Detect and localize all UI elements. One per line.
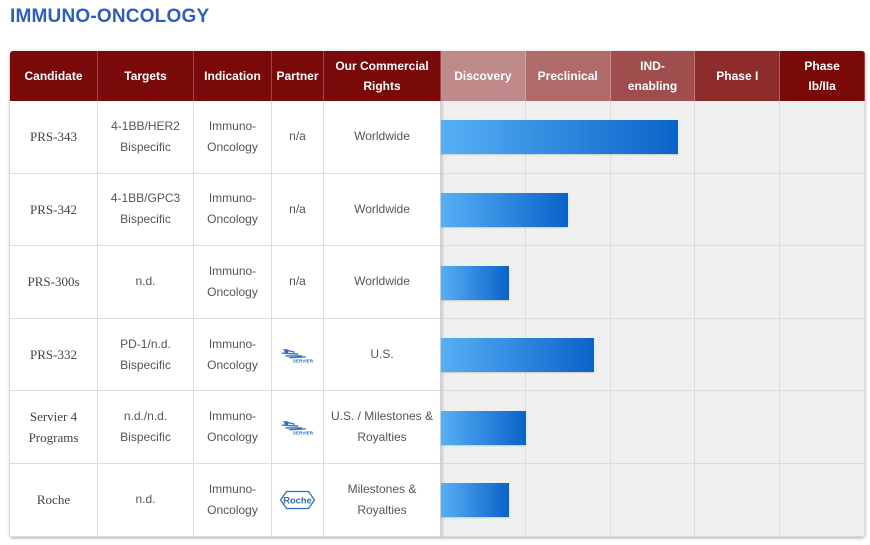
partner-cell-text: n/a <box>289 274 306 289</box>
progress-bar-roche <box>441 483 509 518</box>
header-phase-1b-2a: Phase Ib/IIa <box>780 51 865 101</box>
table-row: PRS-342 4-1BB/GPC3 Bispecific Immuno-Oncol… <box>10 173 865 247</box>
rights-cell: Worldwide <box>324 246 441 319</box>
indication-cell-text: Immuno-Oncology <box>207 263 258 299</box>
indication-cell-text: Immuno-Oncology <box>207 191 258 227</box>
indication-cell: Immuno-Oncology <box>194 464 272 537</box>
rights-cell-text: Milestones & Royalties <box>347 481 417 517</box>
svg-text:Roche: Roche <box>283 495 311 505</box>
partner-cell: n/a <box>272 173 324 247</box>
candidate-cell-text: PRS-300s <box>27 274 80 290</box>
phase-column-phase-1b-2a <box>780 101 865 537</box>
phase-column-discovery <box>441 101 526 537</box>
page-title: IMMUNO-ONCOLOGY <box>10 6 210 27</box>
header-discovery: Discovery <box>441 51 526 101</box>
candidate-cell: Roche <box>10 464 98 537</box>
header-targets: Targets <box>98 51 194 101</box>
table-row: PRS-343 4-1BB/HER2 Bispecific Immuno-Oncol… <box>10 101 865 174</box>
targets-cell: PD-1/n.d. Bispecific <box>98 318 194 392</box>
header-candidate: Candidate <box>10 51 98 101</box>
candidate-cell: Servier 4 Programs <box>10 391 98 464</box>
phase-column-preclinical <box>525 101 611 537</box>
candidate-cell-text: PRS-342 <box>30 201 77 217</box>
candidate-cell-text: Servier 4 Programs <box>28 409 79 446</box>
targets-cell-text: n.d. <box>135 492 156 507</box>
header-partner: Partner <box>272 51 324 101</box>
candidate-cell: PRS-300s <box>10 246 98 319</box>
rights-cell: U.S. <box>324 318 441 392</box>
rights-cell: U.S. / Milestones & Royalties <box>324 391 441 464</box>
table-row: Roche n.d. Immuno-Oncology Roche Milestones … <box>10 464 865 537</box>
svg-text:SERVIER: SERVIER <box>293 431 314 436</box>
row-divider <box>441 463 865 464</box>
table-row: PRS-300s n.d. Immuno-Oncology n/a Worldwide <box>10 246 865 319</box>
indication-cell: Immuno-Oncology <box>194 101 272 174</box>
pipeline-table: Candidate Targets Indication Partner Our… <box>10 51 865 537</box>
row-divider <box>441 317 865 319</box>
indication-cell-text: Immuno-Oncology <box>207 409 258 445</box>
progress-bar-prs-332 <box>441 338 594 373</box>
header-phase-1: Phase I <box>695 51 781 101</box>
row-divider <box>441 535 865 537</box>
targets-cell: n.d. <box>98 246 194 319</box>
candidate-cell: PRS-332 <box>10 318 98 392</box>
servier-logo-icon: SERVIER <box>281 420 314 436</box>
header-ind-enabling: IND-enabling <box>610 51 696 101</box>
row-divider <box>441 245 865 247</box>
rights-cell: Worldwide <box>324 101 441 174</box>
indication-cell: Immuno-Oncology <box>194 318 272 392</box>
roche-logo-icon: Roche <box>279 490 316 509</box>
phase-column-phase-1 <box>695 101 781 537</box>
targets-cell-text: n.d./n.d. Bispecific <box>120 409 171 445</box>
table-row: Servier 4 Programs n.d./n.d. Bispecific Im… <box>10 391 865 464</box>
candidate-cell-text: PRS-332 <box>30 347 77 363</box>
partner-cell: Roche <box>272 464 324 537</box>
candidate-cell: PRS-342 <box>10 173 98 247</box>
indication-cell: Immuno-Oncology <box>194 246 272 319</box>
partner-cell-text: n/a <box>289 129 306 144</box>
progress-bar-prs-342 <box>441 192 569 227</box>
rights-cell-text: U.S. <box>370 347 394 362</box>
indication-cell: Immuno-Oncology <box>194 391 272 464</box>
svg-text:SERVIER: SERVIER <box>293 358 314 363</box>
targets-cell-text: PD-1/n.d. Bispecific <box>120 336 171 372</box>
candidate-cell-text: PRS-343 <box>30 129 77 145</box>
indication-cell-text: Immuno-Oncology <box>207 336 258 372</box>
targets-cell-text: 4-1BB/GPC3 Bispecific <box>110 191 181 227</box>
table-row: PRS-332 PD-1/n.d. Bispecific Immuno-Oncolo… <box>10 318 865 392</box>
partner-cell: n/a <box>272 101 324 174</box>
partner-cell: SERVIER <box>272 318 324 392</box>
header-indication: Indication <box>194 51 272 101</box>
indication-cell-text: Immuno-Oncology <box>207 118 258 154</box>
targets-cell: n.d. <box>98 464 194 537</box>
candidate-cell-text: Roche <box>36 492 71 508</box>
candidate-cell: PRS-343 <box>10 101 98 174</box>
row-divider <box>441 390 865 392</box>
header-preclinical: Preclinical <box>525 51 611 101</box>
rights-cell-text: Worldwide <box>354 201 410 216</box>
targets-cell-text: 4-1BB/HER2 Bispecific <box>111 118 180 154</box>
partner-cell: SERVIER <box>272 391 324 464</box>
targets-cell: 4-1BB/HER2 Bispecific <box>98 101 194 174</box>
rights-cell-text: Worldwide <box>354 274 410 289</box>
targets-cell-text: n.d. <box>135 274 156 289</box>
header-rights: Our Commercial Rights <box>324 51 441 101</box>
indication-cell-text: Immuno-Oncology <box>207 481 258 517</box>
servier-logo-icon: SERVIER <box>281 348 314 363</box>
rights-cell-text: U.S. / Milestones & Royalties <box>330 409 434 445</box>
targets-cell: 4-1BB/GPC3 Bispecific <box>98 173 194 247</box>
partner-cell: n/a <box>272 246 324 319</box>
rights-cell-text: Worldwide <box>354 129 410 144</box>
partner-cell-text: n/a <box>289 201 306 216</box>
rights-cell: Milestones & Royalties <box>324 464 441 537</box>
targets-cell: n.d./n.d. Bispecific <box>98 391 194 464</box>
table-divider <box>440 101 442 537</box>
rights-cell: Worldwide <box>324 173 441 247</box>
progress-bar-prs-300s <box>441 265 509 300</box>
row-divider <box>441 172 865 174</box>
indication-cell: Immuno-Oncology <box>194 173 272 247</box>
progress-bar-servier-4-programs <box>441 410 526 445</box>
phase-column-ind-enabling <box>610 101 696 537</box>
progress-bar-prs-343 <box>441 120 679 155</box>
